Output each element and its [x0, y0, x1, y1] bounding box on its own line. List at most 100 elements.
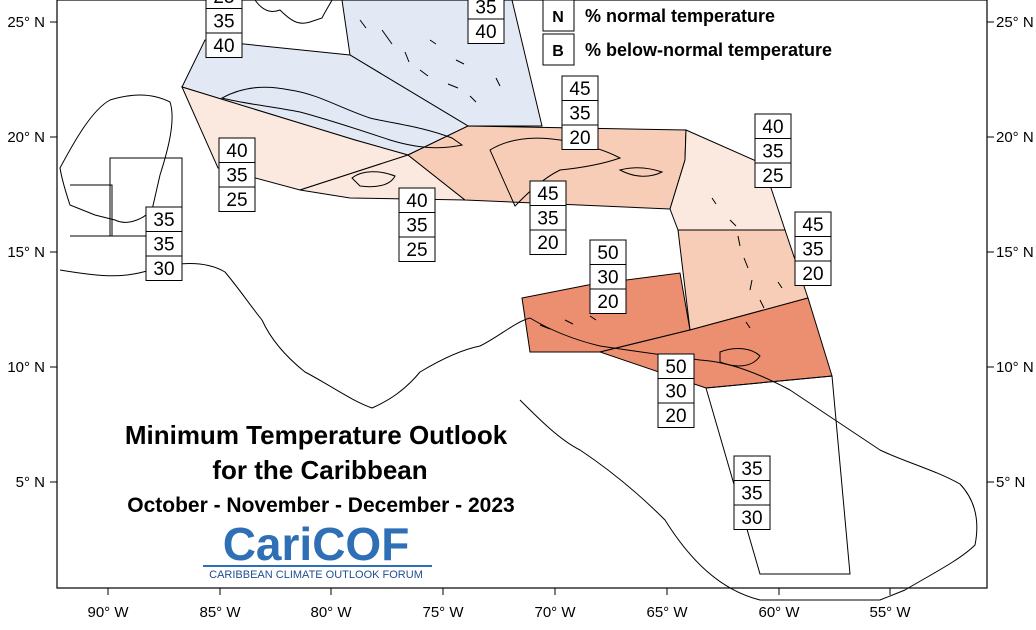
legend: N % normal temperature B % below-normal …	[542, 0, 832, 66]
lat-tick-label: 10° N	[7, 359, 45, 376]
prob-cell-trinidad	[657, 378, 695, 404]
prob-cell-cayman	[218, 186, 256, 212]
prob-cell-leewards-north	[754, 113, 792, 139]
prob-cell-trinidad	[657, 353, 695, 379]
legend-box-n	[542, 0, 575, 32]
legend-text-below-normal: % below-normal temperature	[585, 40, 832, 60]
lat-tick-label: 15° N	[7, 244, 45, 261]
prob-cell-guianas	[733, 504, 771, 530]
lesser-antilles-islands	[711, 197, 783, 329]
prob-value-belize: 35	[153, 235, 174, 256]
jamaica-coast	[351, 171, 396, 188]
lat-tick-label: 10° N	[996, 359, 1034, 376]
prob-value-hispaniola-south: 20	[537, 233, 558, 254]
prob-value-jamaica: 25	[406, 240, 427, 261]
prob-value-trinidad: 30	[665, 382, 686, 403]
puerto-rico-coast	[618, 167, 664, 177]
probability-boxes: 25 35 40 35 40 40 35 25 40 35 25 45 35 20 45 35 20 40 35 25…	[145, 0, 832, 530]
prob-cell-windwards	[794, 236, 832, 262]
lat-tick-label: 5° N	[996, 474, 1025, 491]
prob-cell-hispaniola-south	[529, 205, 567, 231]
prob-value-jamaica: 40	[406, 191, 427, 212]
hispaniola-coast	[489, 137, 622, 207]
map-border	[56, 0, 988, 589]
prob-cell-trinidad	[657, 402, 695, 428]
legend-box-b	[542, 33, 575, 66]
prob-value-cuba: 35	[213, 12, 234, 33]
prob-cell-hispaniola	[561, 124, 599, 150]
prob-value-cayman: 35	[226, 166, 247, 187]
prob-value-cuba: 40	[213, 36, 234, 57]
prob-value-windwards: 35	[802, 240, 823, 261]
prob-cell-turks	[467, 18, 505, 44]
prob-value-leewards-north: 25	[762, 166, 783, 187]
map-title: Minimum Temperature Outlook	[125, 420, 508, 450]
latitude-ticks-left: 25° N 20° N 15° N 10° N 5° N	[7, 14, 57, 491]
prob-value-guianas: 30	[741, 508, 762, 529]
prob-value-jamaica: 35	[406, 216, 427, 237]
lat-tick-label: 20° N	[996, 129, 1034, 146]
prob-value-hispaniola: 20	[569, 128, 590, 149]
prob-cell-abc	[589, 239, 627, 265]
prob-cell-jamaica	[398, 212, 436, 238]
prob-cell-leewards-north	[754, 162, 792, 188]
prob-value-windwards: 20	[802, 264, 823, 285]
prob-value-hispaniola-south: 35	[537, 209, 558, 230]
lon-tick-label: 85° W	[199, 604, 241, 621]
prob-cell-belize	[145, 255, 183, 281]
prob-value-leewards-north: 35	[762, 142, 783, 163]
prob-cell-windwards	[794, 211, 832, 237]
prob-cell-cayman	[218, 137, 256, 163]
prob-value-guianas: 35	[741, 484, 762, 505]
lon-tick-label: 80° W	[310, 604, 352, 621]
legend-letter-n: N	[552, 9, 564, 26]
prob-cell-cuba	[205, 8, 243, 34]
prob-value-windwards: 45	[802, 215, 823, 236]
logo-subtitle: CARIBBEAN CLIMATE OUTLOOK FORUM	[209, 569, 423, 581]
lat-tick-label: 20° N	[7, 129, 45, 146]
prob-value-abc: 30	[597, 268, 618, 289]
inset-box	[70, 184, 113, 237]
logo-wordmark: CariCOF	[223, 518, 410, 570]
prob-value-turks: 40	[475, 22, 496, 43]
prob-cell-abc	[589, 288, 627, 314]
prob-value-belize: 30	[153, 259, 174, 280]
prob-cell-cuba	[205, 32, 243, 58]
prob-value-hispaniola: 35	[569, 104, 590, 125]
prob-cell-windwards	[794, 260, 832, 286]
prob-value-guianas: 35	[741, 459, 762, 480]
prob-value-cayman: 40	[226, 141, 247, 162]
prob-value-cuba: 25	[213, 0, 234, 8]
prob-cell-cayman	[218, 162, 256, 188]
legend-text-normal: % normal temperature	[585, 6, 775, 26]
prob-value-turks: 35	[475, 0, 496, 19]
lat-tick-label: 25° N	[7, 14, 45, 31]
lat-tick-label: 15° N	[996, 244, 1034, 261]
prob-value-abc: 20	[597, 292, 618, 313]
prob-value-belize: 35	[153, 210, 174, 231]
prob-value-trinidad: 50	[665, 357, 686, 378]
prob-value-trinidad: 20	[665, 406, 686, 427]
bahamas-islands	[359, 19, 501, 103]
yucatan-coast	[59, 94, 173, 223]
cuba-coast	[220, 86, 464, 149]
map-title-line2: for the Caribbean	[212, 455, 427, 485]
lon-tick-label: 65° W	[646, 604, 688, 621]
lon-tick-label: 55° W	[869, 604, 911, 621]
title-block: Minimum Temperature Outlook for the Cari…	[125, 420, 515, 517]
prob-cell-hispaniola-south	[529, 229, 567, 255]
prob-value-hispaniola-south: 45	[537, 184, 558, 205]
prob-cell-abc	[589, 264, 627, 290]
prob-value-leewards-north: 40	[762, 117, 783, 138]
caricof-logo: CariCOF CARIBBEAN CLIMATE OUTLOOK FORUM	[203, 518, 432, 581]
abc-islands	[539, 315, 597, 330]
latitude-ticks-right: 25° N 20° N 15° N 10° N 5° N	[987, 14, 1034, 491]
prob-value-cayman: 25	[226, 190, 247, 211]
lon-tick-label: 90° W	[87, 604, 129, 621]
prob-cell-belize	[145, 231, 183, 257]
prob-value-abc: 50	[597, 243, 618, 264]
prob-cell-hispaniola	[561, 100, 599, 126]
prob-value-hispaniola: 45	[569, 79, 590, 100]
trinidad-coast	[719, 348, 761, 367]
